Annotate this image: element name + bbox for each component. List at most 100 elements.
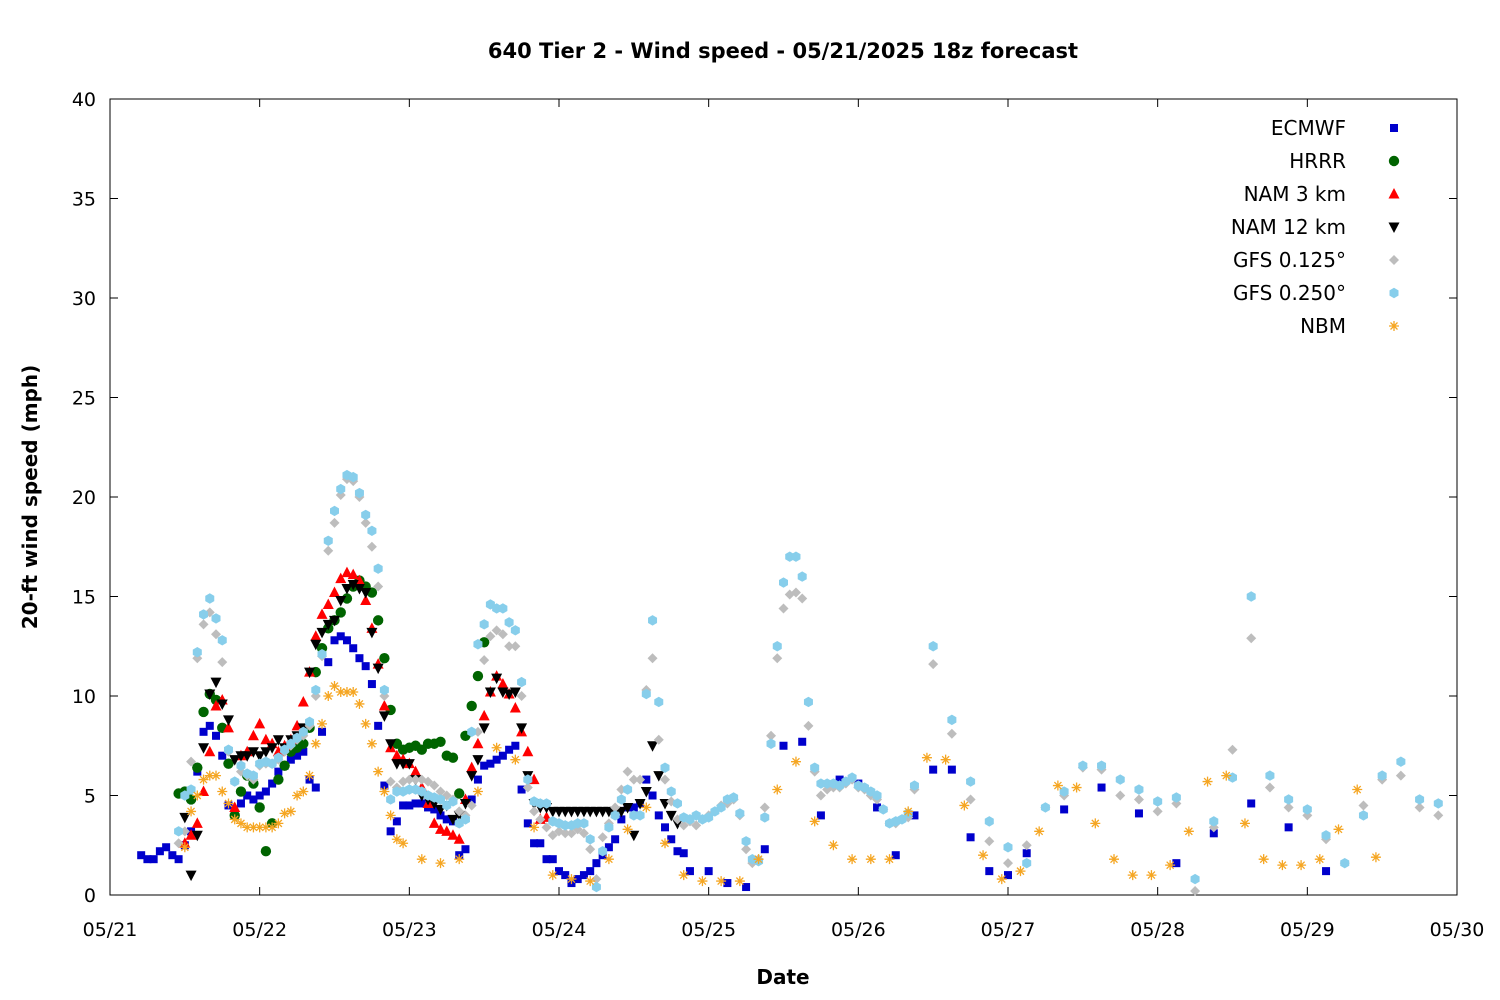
data-point [966, 833, 975, 842]
data-point [260, 747, 272, 758]
data-point [447, 814, 459, 826]
data-point [704, 812, 714, 823]
series-gfs-0-125 [173, 474, 1444, 897]
data-point [472, 737, 484, 749]
data-point [403, 759, 415, 770]
data-point [641, 802, 652, 813]
data-point [367, 680, 376, 689]
data-point [461, 845, 470, 854]
data-point [1078, 760, 1088, 771]
data-point [622, 824, 633, 835]
data-point [235, 786, 247, 797]
data-point [1352, 784, 1363, 795]
data-point [635, 810, 645, 821]
data-point [1190, 873, 1200, 885]
data-point [405, 801, 414, 810]
data-point [685, 867, 694, 876]
data-point [391, 834, 402, 845]
data-point [623, 784, 633, 795]
data-point [1071, 782, 1082, 793]
data-point [311, 783, 320, 792]
data-point [798, 737, 807, 746]
data-point [466, 761, 478, 773]
data-point [1109, 854, 1120, 865]
data-point [566, 874, 577, 885]
data-point [523, 819, 532, 828]
series-ecmwf [137, 632, 1331, 892]
data-point [734, 876, 745, 887]
data-point [285, 806, 296, 817]
data-point [336, 483, 346, 495]
data-point [243, 791, 252, 800]
data-point [1433, 798, 1443, 809]
data-point [654, 696, 664, 708]
data-point [322, 598, 334, 609]
data-point [385, 776, 396, 787]
data-point [510, 625, 520, 636]
data-point [311, 684, 321, 696]
data-point [186, 806, 197, 817]
data-point [466, 700, 477, 712]
data-point [247, 747, 259, 758]
x-tick-label: 05/24 [532, 919, 587, 941]
data-point [547, 830, 558, 841]
data-point [491, 742, 502, 753]
data-point [921, 752, 932, 763]
data-point [735, 808, 745, 819]
data-point [241, 751, 253, 762]
data-point [629, 803, 638, 812]
data-point [236, 760, 246, 771]
data-point [366, 627, 378, 639]
data-point [1284, 794, 1294, 805]
data-point [267, 822, 278, 833]
data-point [235, 818, 246, 829]
legend-marker [1389, 255, 1399, 265]
data-point [497, 678, 509, 689]
data-point [672, 798, 682, 809]
data-point [416, 854, 427, 865]
data-point [162, 843, 171, 852]
data-point [1370, 852, 1381, 863]
data-point [347, 568, 359, 580]
data-point [254, 717, 266, 729]
data-point [330, 505, 339, 517]
data-point [298, 726, 308, 738]
x-tick-label: 05/25 [681, 919, 736, 941]
data-point [454, 788, 465, 799]
data-point [1090, 818, 1101, 829]
data-point [447, 829, 459, 840]
data-point [229, 755, 241, 766]
data-point [566, 828, 577, 839]
legend-label: NBM [1300, 314, 1346, 338]
data-point [597, 832, 608, 843]
data-point [486, 759, 495, 768]
legend-label: NAM 3 km [1244, 182, 1346, 206]
data-point [204, 745, 216, 757]
data-point [360, 588, 372, 599]
data-point [635, 774, 646, 785]
data-point [660, 762, 670, 773]
data-point [205, 593, 215, 604]
data-point [517, 676, 527, 688]
data-point [878, 804, 888, 815]
data-point [1396, 756, 1406, 767]
data-point [391, 749, 403, 761]
data-point [503, 689, 515, 701]
data-point [929, 765, 938, 774]
data-point [274, 767, 283, 776]
data-point [310, 738, 321, 749]
data-point [353, 584, 365, 595]
data-point [379, 684, 389, 696]
x-tick-label: 05/26 [831, 919, 886, 941]
data-point [772, 784, 783, 795]
data-point [336, 632, 345, 641]
data-point [210, 699, 222, 711]
data-point [372, 615, 384, 626]
data-point [317, 718, 328, 729]
data-point [204, 770, 215, 781]
data-point [555, 867, 563, 876]
data-point [417, 799, 426, 808]
data-point [472, 670, 484, 682]
data-point [137, 851, 146, 860]
data-point [530, 839, 539, 848]
